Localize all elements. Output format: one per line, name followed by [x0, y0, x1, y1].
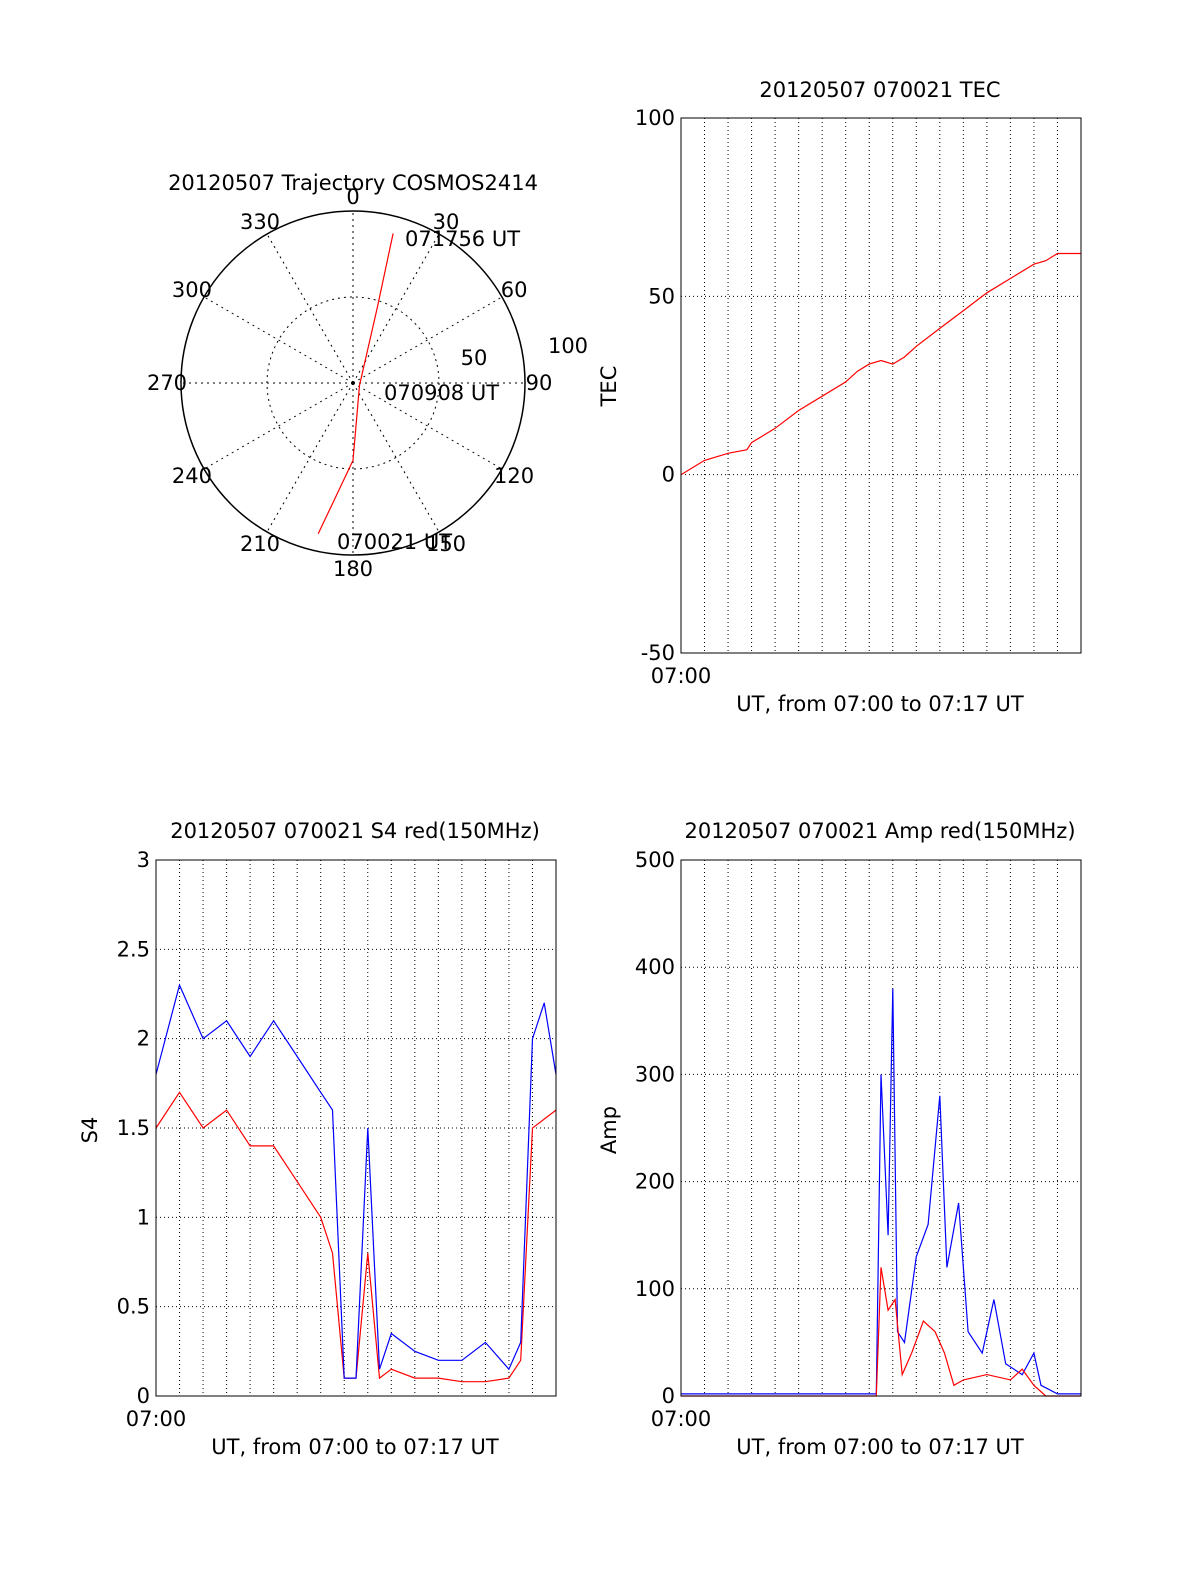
- amp-y-tick-labels: 0 100 200 300 400 500: [635, 848, 675, 1408]
- s4-y-axis-label: S4: [78, 1117, 102, 1144]
- s4-y-tick-label: 2: [137, 1027, 150, 1051]
- amp-y-tick-label: 500: [635, 848, 675, 872]
- amp-y-tick-label: 300: [635, 1062, 675, 1086]
- amp-x-axis-label: UT, from 07:00 to 07:17 UT: [736, 1435, 1024, 1459]
- s4-y-tick-label: 0.5: [117, 1295, 150, 1319]
- polar-spoke: [352, 233, 440, 384]
- polar-azimuth-label: 240: [172, 464, 212, 488]
- amp-y-tick-label: 100: [635, 1277, 675, 1301]
- tec-plot-frame: [680, 117, 1082, 654]
- polar-azimuth-label: 180: [333, 557, 373, 581]
- s4-red-series-line: [155, 1091, 557, 1383]
- tec-y-tick-label: 50: [648, 284, 675, 308]
- amp-blue-series-line: [681, 988, 1081, 1395]
- amp-y-tick-label: 0: [662, 1384, 675, 1408]
- polar-title: 20120507 Trajectory COSMOS2414: [168, 171, 538, 195]
- annotation-end-time: 071756 UT: [405, 227, 520, 251]
- s4-x-axis-label: UT, from 07:00 to 07:17 UT: [211, 1435, 499, 1459]
- s4-plot-frame: [155, 859, 557, 1397]
- s4-panel: 20120507 070021 S4 red(150MHz) 0 0.5 1 1.5 2…: [78, 819, 557, 1459]
- amp-x-tick-label: 07:00: [651, 1407, 712, 1431]
- annotation-mid-time: 070908 UT: [384, 381, 499, 405]
- s4-y-tick-label: 2.5: [117, 937, 150, 961]
- polar-azimuth-label: 330: [240, 210, 280, 234]
- amp-y-tick-label: 400: [635, 955, 675, 979]
- amp-panel: 20120507 070021 Amp red(150MHz) 0 100 200 3…: [597, 819, 1082, 1459]
- polar-azimuth-label: 150: [426, 532, 466, 556]
- polar-grid: [180, 210, 526, 556]
- s4-y-tick-label: 1.5: [117, 1116, 150, 1140]
- tec-y-tick-label: -50: [641, 641, 675, 665]
- tec-series-line: [680, 252, 1081, 476]
- polar-panel: 20120507 Trajectory COSMOS2414 0 30 60 90 12…: [147, 171, 588, 581]
- polar-azimuth-label: 30: [433, 210, 460, 234]
- polar-azimuth-labels: 0 30 60 90 120 150 180 210 240 270 300 330: [147, 185, 552, 581]
- tec-y-axis-label: TEC: [597, 366, 621, 408]
- polar-azimuth-label: 300: [172, 278, 212, 302]
- polar-azimuth-label: 90: [526, 371, 553, 395]
- s4-y-tick-label: 0: [137, 1384, 150, 1408]
- s4-y-tick-label: 1: [137, 1205, 150, 1229]
- polar-spoke: [203, 382, 354, 470]
- s4-y-tick-labels: 0 0.5 1 1.5 2 2.5 3: [117, 848, 150, 1408]
- tec-grid: [681, 118, 1081, 653]
- amp-title: 20120507 070021 Amp red(150MHz): [684, 819, 1075, 843]
- s4-title: 20120507 070021 S4 red(150MHz): [170, 819, 540, 843]
- tec-y-tick-label: 0: [662, 463, 675, 487]
- trajectory-line: [317, 233, 394, 535]
- tec-panel: 20120507 070021 TEC -50 0 50 100 07:00 UT, …: [597, 78, 1082, 716]
- s4-y-tick-label: 3: [137, 848, 150, 872]
- polar-radius-label-100: 100: [548, 334, 588, 358]
- polar-spoke: [266, 233, 354, 384]
- amp-red-series-line: [681, 1267, 1081, 1397]
- s4-grid: [156, 860, 556, 1396]
- polar-spoke: [352, 296, 503, 384]
- polar-spoke: [352, 382, 503, 470]
- polar-azimuth-label: 120: [494, 464, 534, 488]
- tec-y-tick-label: 100: [635, 106, 675, 130]
- tec-x-tick-label: 07:00: [651, 664, 712, 688]
- annotation-start-time: 070021 UT: [337, 530, 452, 554]
- polar-azimuth-label: 60: [501, 278, 528, 302]
- polar-azimuth-label: 270: [147, 371, 187, 395]
- tec-x-axis-label: UT, from 07:00 to 07:17 UT: [736, 692, 1024, 716]
- polar-azimuth-label: 0: [346, 185, 359, 209]
- s4-x-tick-label: 07:00: [126, 1407, 187, 1431]
- amp-plot-frame: [680, 859, 1082, 1397]
- s4-blue-series-line: [155, 983, 557, 1379]
- amp-y-tick-label: 200: [635, 1170, 675, 1194]
- polar-azimuth-label: 210: [240, 532, 280, 556]
- tec-title: 20120507 070021 TEC: [759, 78, 1000, 102]
- polar-outer-circle: [180, 210, 526, 556]
- polar-spoke: [203, 296, 354, 384]
- polar-radius-label-50: 50: [461, 346, 488, 370]
- amp-grid: [681, 860, 1081, 1396]
- polar-spoke: [352, 382, 440, 533]
- polar-spoke: [266, 382, 354, 533]
- tec-y-tick-labels: -50 0 50 100: [635, 106, 675, 665]
- amp-y-axis-label: Amp: [597, 1106, 621, 1154]
